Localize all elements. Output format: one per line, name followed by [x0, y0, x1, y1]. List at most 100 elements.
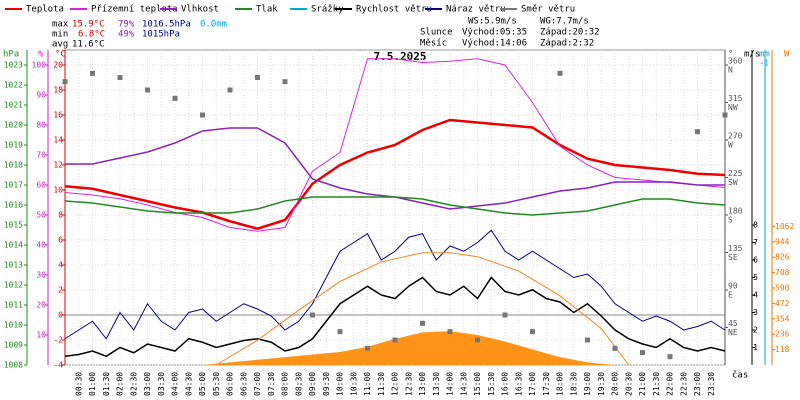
- x-tick-label: 19:00: [583, 372, 592, 396]
- x-tick-label: 20:30: [624, 372, 633, 396]
- y-tick-label: 16: [53, 111, 63, 120]
- legend-label: Směr větru: [521, 5, 575, 15]
- compass-label: N: [728, 66, 733, 75]
- y-tick-label: 135: [728, 244, 743, 253]
- x-tick-label: 22:30: [679, 372, 688, 396]
- y-tick-label: -2: [53, 336, 63, 345]
- y-tick-label: 3: [753, 308, 758, 317]
- x-tick-label: 04:00: [171, 372, 180, 396]
- y-tick-label: 944: [775, 237, 790, 246]
- y-tick-label: 1015: [4, 221, 23, 230]
- direction-point: [255, 75, 260, 80]
- axis-unit: W: [784, 50, 790, 60]
- compass-label: W: [728, 141, 733, 150]
- y-tick-label: -4: [53, 361, 63, 370]
- y-tick-label: 1014: [4, 241, 23, 250]
- y-tick-label: 1009: [4, 341, 23, 350]
- direction-point: [62, 79, 68, 85]
- y-tick-label: 18: [53, 86, 63, 95]
- x-tick-label: 09:30: [322, 372, 331, 396]
- stat: 6.8°C: [78, 30, 105, 40]
- x-tick-label: 05:00: [198, 372, 207, 396]
- x-tick-label: 10:00: [336, 372, 345, 396]
- direction-point: [172, 95, 178, 101]
- stat: 11.6°C: [72, 40, 105, 50]
- y-tick-label: 180: [728, 207, 743, 216]
- axis-unit: °C: [55, 50, 66, 60]
- y-tick-label: 118: [775, 345, 790, 354]
- direction-point: [145, 87, 150, 93]
- x-tick-label: 07:30: [267, 372, 276, 396]
- y-tick-label: 6: [753, 256, 758, 265]
- direction-point: [722, 112, 728, 118]
- stat-label: max: [52, 20, 69, 30]
- direction-point: [585, 337, 590, 343]
- y-tick-label: 2: [58, 286, 63, 295]
- y-tick-label: 1022: [4, 81, 23, 90]
- wind-stat: WG:7.7m/s: [540, 17, 589, 27]
- x-tick-label: 12:00: [391, 372, 400, 396]
- y-tick-label: 70: [36, 151, 46, 160]
- direction-point: [337, 329, 343, 335]
- y-tick-label: 7: [753, 238, 758, 247]
- y-tick-label: 354: [775, 314, 790, 323]
- y-tick-label: 2: [753, 326, 758, 335]
- chart-title: 7.5.2025: [374, 50, 427, 63]
- axis-unit: %: [38, 50, 44, 60]
- y-tick-label: 30: [36, 271, 46, 280]
- direction-point: [557, 70, 563, 76]
- x-tick-label: 22:00: [666, 372, 675, 396]
- x-tick-label: 01:30: [102, 372, 111, 396]
- y-tick-label: 315: [728, 94, 743, 103]
- y-tick-label: 1011: [4, 301, 23, 310]
- direction-point: [227, 87, 233, 93]
- y-tick-label: 1018: [4, 161, 23, 170]
- x-tick-label: 12:30: [404, 372, 413, 396]
- y-tick-label: 826: [775, 253, 790, 262]
- x-tick-label: 08:30: [294, 372, 303, 396]
- radiation-area: [65, 331, 725, 365]
- legend-label: Teplota: [26, 5, 64, 15]
- x-tick-label: 10:30: [349, 372, 358, 396]
- direction-point: [475, 337, 480, 343]
- y-tick-label: 5: [753, 273, 758, 282]
- y-tick-label: 60: [36, 181, 46, 190]
- direction-point: [502, 312, 508, 318]
- x-tick-label: 07:00: [253, 372, 262, 396]
- y-tick-label: 472: [775, 299, 790, 308]
- compass-label: NW: [728, 103, 738, 112]
- axis-unit: hPa: [3, 50, 19, 60]
- x-tick-label: 06:30: [239, 372, 248, 396]
- compass-label: SW: [728, 178, 738, 187]
- y-tick-label: 100: [32, 61, 47, 70]
- direction-point: [282, 79, 288, 85]
- y-tick-label: 45: [728, 319, 738, 328]
- x-tick-label: 02:30: [129, 372, 138, 396]
- direction-point: [365, 345, 370, 351]
- x-tick-label: 17:30: [542, 372, 551, 396]
- moon-set: Západ:2:32: [540, 39, 594, 49]
- compass-label: S: [728, 216, 733, 225]
- y-tick-label: 0: [58, 311, 63, 320]
- direction-point: [200, 112, 205, 118]
- compass-label: NE: [728, 328, 738, 337]
- direction-point: [310, 312, 315, 318]
- stat: 1015hPa: [142, 30, 180, 40]
- y-tick-label: 1021: [4, 101, 23, 110]
- direction-point: [447, 329, 453, 335]
- compass-label: E: [728, 291, 733, 300]
- y-tick-label: 360: [728, 57, 743, 66]
- y-tick-label: 1023: [4, 61, 23, 70]
- wind-stat: WS:5.9m/s: [468, 17, 517, 27]
- stat: 15.9°C: [72, 20, 105, 30]
- y-tick-label: 1: [753, 343, 758, 352]
- y-tick-label: 6: [58, 236, 63, 245]
- x-tick-label: 16:30: [514, 372, 523, 396]
- series-line: [64, 276, 726, 358]
- y-tick-label: 270: [728, 132, 743, 141]
- y-tick-label: 20: [53, 61, 63, 70]
- x-tick-label: 11:30: [377, 372, 386, 396]
- x-tick-label: 11:00: [363, 372, 372, 396]
- y-tick-label: 1016: [4, 201, 23, 210]
- x-tick-label: 21:00: [638, 372, 647, 396]
